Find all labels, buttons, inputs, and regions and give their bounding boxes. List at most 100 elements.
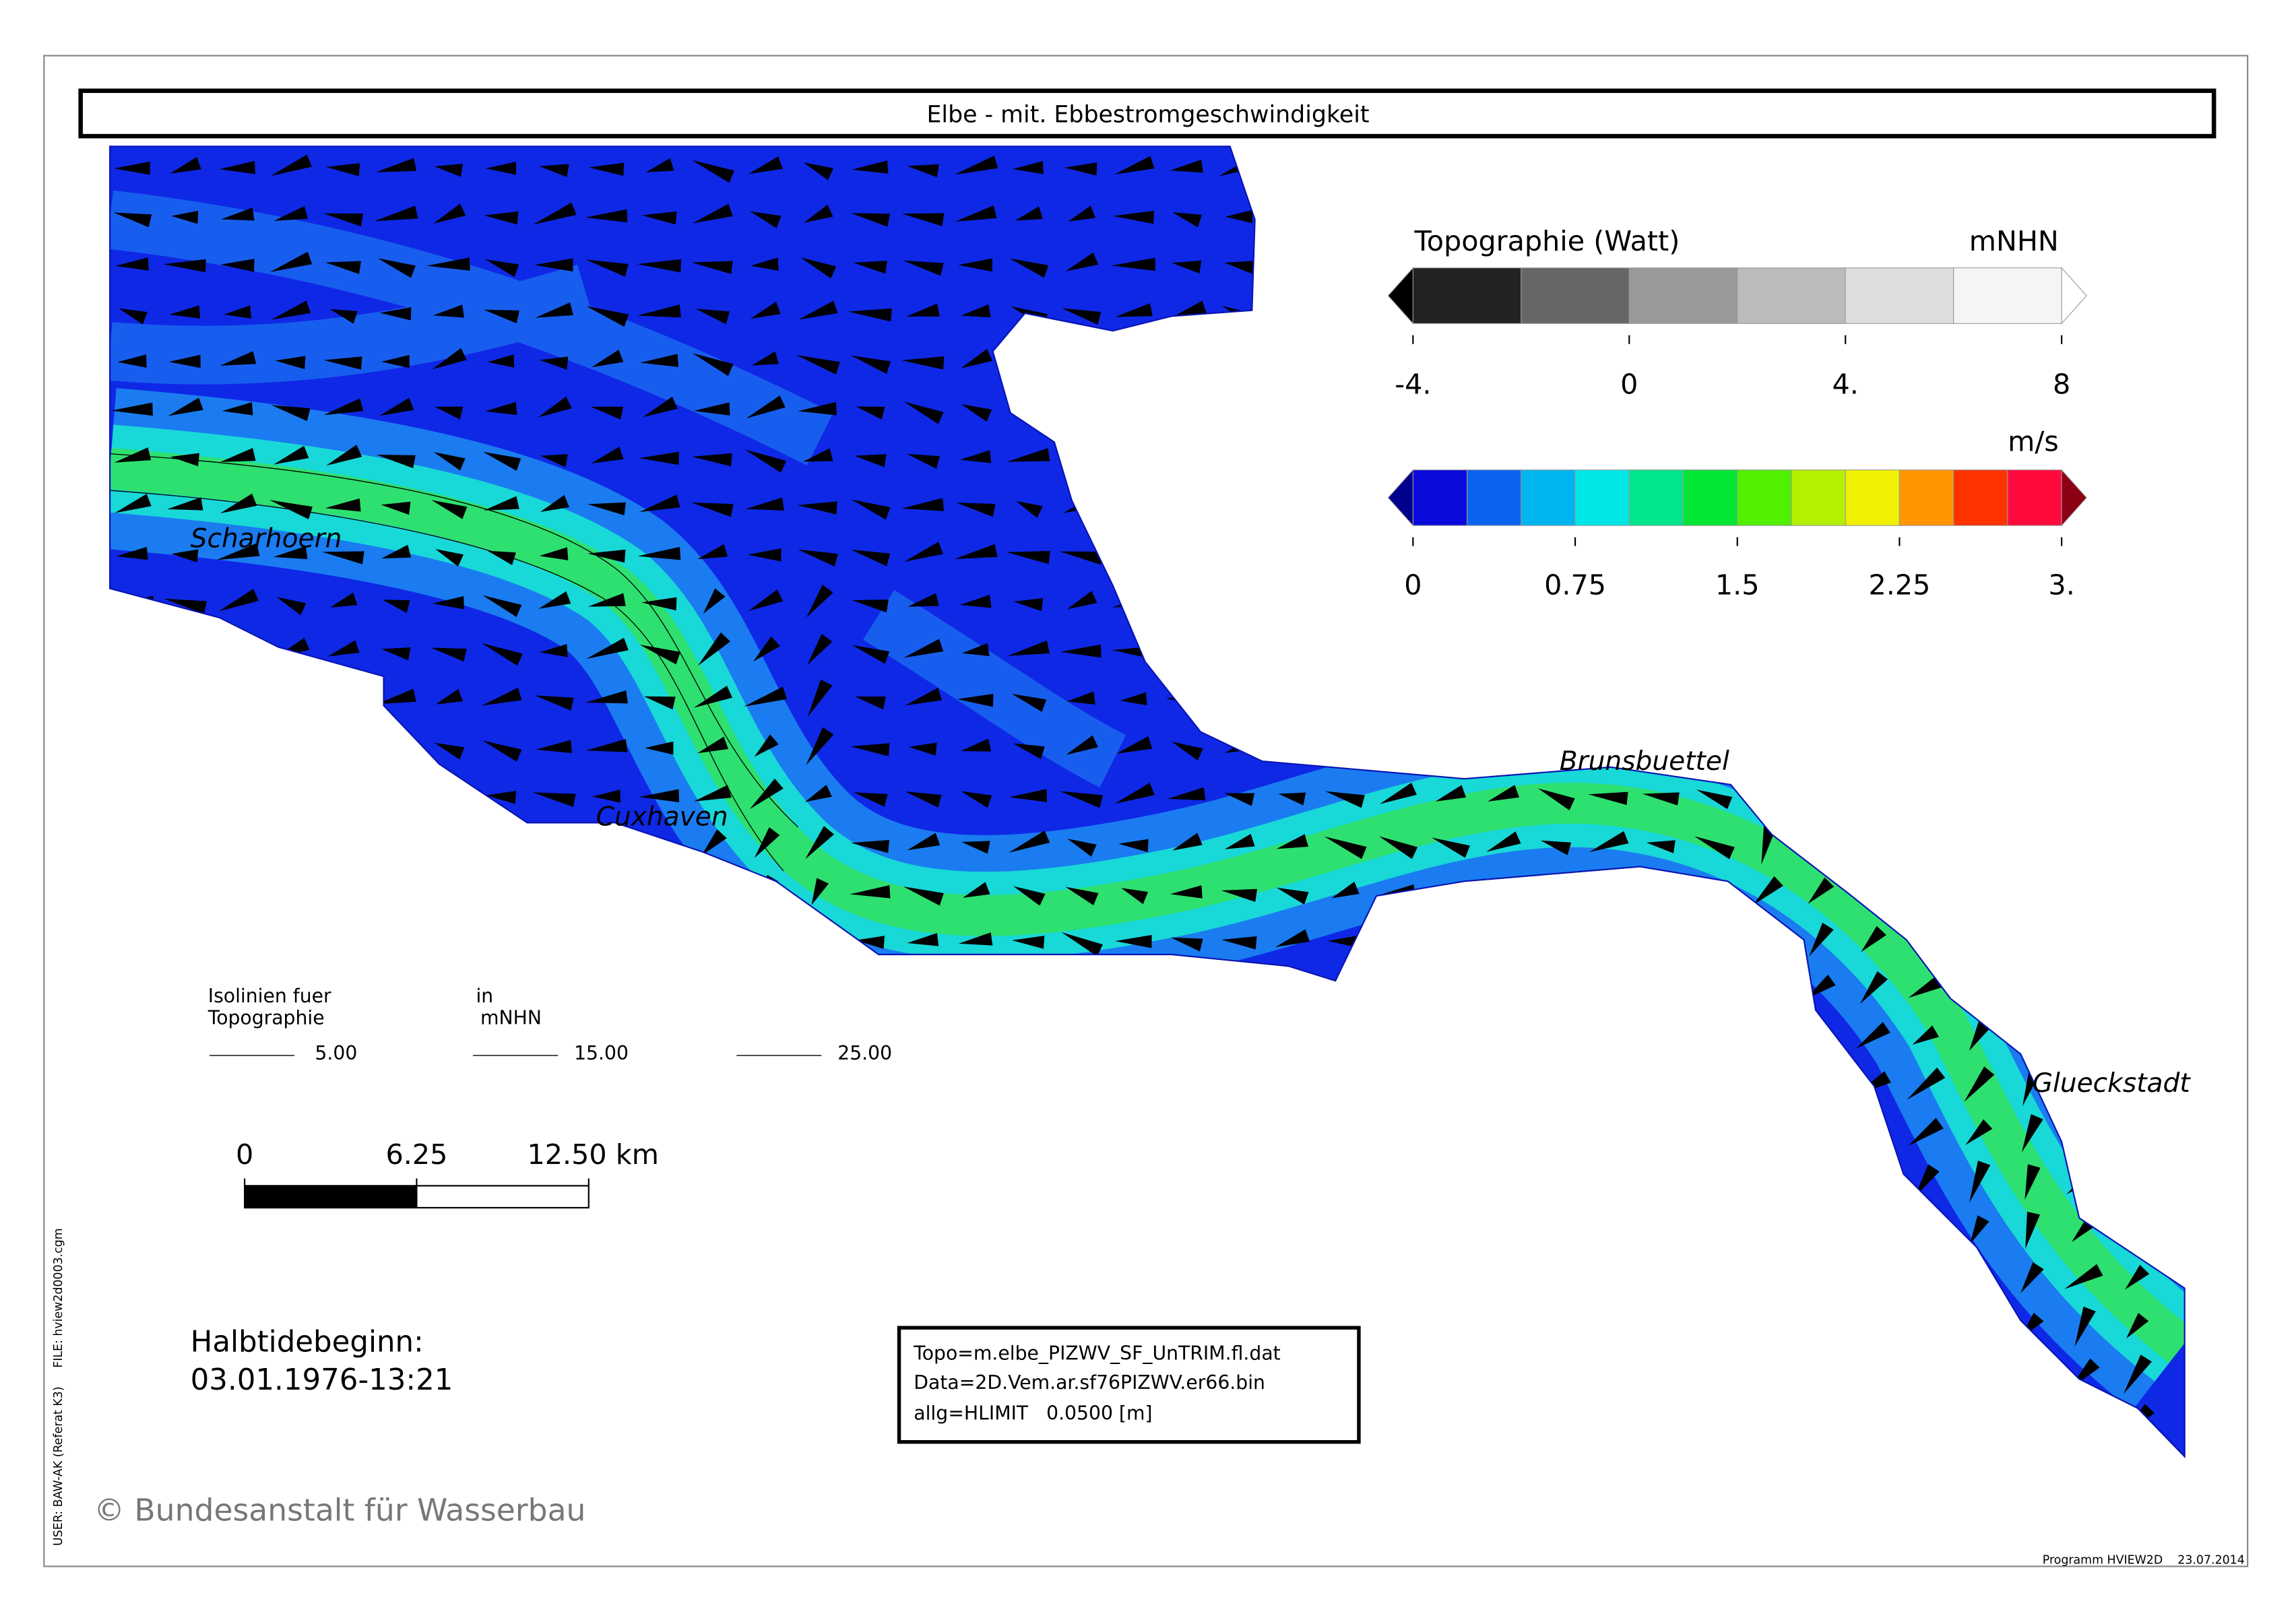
flow-arrow (800, 257, 837, 279)
flow-arrow (749, 1410, 783, 1433)
flow-arrow (1691, 1369, 1735, 1383)
flow-arrow (1760, 1312, 1778, 1341)
flow-arrow (751, 257, 779, 271)
flow-arrow (1643, 1416, 1679, 1429)
flow-arrow (1541, 1320, 1570, 1333)
flow-arrow (702, 1166, 727, 1196)
flow-arrow (1060, 1073, 1103, 1093)
flow-arrow (1813, 829, 1830, 859)
flow-arrow (219, 789, 255, 804)
flow-arrow (587, 1416, 628, 1439)
flow-arrow (166, 932, 204, 946)
flow-arrow (1066, 735, 1098, 755)
flow-arrow (381, 354, 410, 368)
flow-arrow (1537, 788, 1575, 810)
flow-arrow (1859, 879, 1887, 902)
flow-arrow (1327, 688, 1364, 706)
flow-arrow (1592, 885, 1624, 899)
flow-arrow (1490, 206, 1517, 221)
flow-arrow (1967, 875, 1992, 907)
flow-arrow (483, 309, 519, 324)
flow-arrow (110, 1413, 155, 1429)
flow-arrow (699, 1075, 727, 1091)
flow-arrow (1804, 1263, 1837, 1291)
flow-arrow (539, 1270, 570, 1283)
legend-swatch (1737, 469, 1792, 526)
flow-arrow (697, 632, 731, 666)
flow-arrow (164, 835, 205, 849)
flow-arrow (1009, 789, 1048, 802)
flow-arrow (700, 876, 728, 905)
flow-arrow (1432, 354, 1468, 368)
legend-tick-label: -4. (1395, 368, 1431, 401)
flow-arrow (1007, 640, 1050, 656)
flow-arrow (117, 785, 148, 802)
flow-arrow (641, 597, 677, 611)
flow-arrow (1701, 1225, 1728, 1243)
flow-arrow (482, 595, 522, 617)
flow-arrow (1324, 1073, 1367, 1093)
flow-arrow (220, 448, 256, 462)
flow-arrow (1696, 451, 1731, 465)
flow-arrow (1384, 688, 1412, 705)
flow-arrow (1756, 150, 1782, 183)
flow-arrow (2023, 587, 2042, 616)
time-value: 03.01.1976-13:21 (191, 1363, 453, 1397)
flow-arrow (481, 1313, 523, 1337)
flow-arrow (1961, 1312, 1996, 1338)
flow-arrow (1488, 1322, 1520, 1340)
flow-arrow (1861, 637, 1886, 661)
flow-arrow (806, 1407, 833, 1437)
flow-arrow (1907, 391, 1945, 423)
flow-arrow (639, 451, 679, 465)
flow-arrow (852, 499, 891, 520)
flow-arrow (901, 213, 945, 226)
flow-arrow (1970, 1215, 1989, 1244)
flow-arrow (1111, 257, 1156, 271)
flow-arrow (114, 1035, 152, 1048)
flow-arrow (223, 1080, 252, 1094)
flow-arrow (538, 591, 571, 609)
flow-arrow (2070, 347, 2099, 371)
legend-swatch (1953, 469, 2008, 526)
flow-arrow (1700, 978, 1729, 996)
flow-arrow (850, 1369, 890, 1383)
flow-arrow (168, 354, 201, 368)
flow-arrow (1915, 926, 1938, 952)
flow-arrow (375, 158, 417, 172)
flow-arrow (171, 210, 199, 224)
flow-arrow (641, 933, 679, 955)
flow-arrow (903, 886, 944, 906)
flow-arrow (2123, 1355, 2152, 1394)
flow-arrow (1068, 205, 1096, 222)
flow-arrow (1807, 396, 1835, 418)
flow-arrow (1963, 540, 1995, 565)
flow-arrow (1172, 741, 1203, 761)
flow-arrow (961, 643, 990, 657)
flow-arrow (753, 636, 780, 662)
flow-arrow (697, 544, 728, 560)
flow-arrow (430, 1220, 467, 1236)
flow-arrow (641, 977, 680, 996)
flow-arrow (1752, 927, 1783, 950)
flow-arrow (1327, 1274, 1364, 1291)
flow-arrow (806, 727, 834, 766)
flow-arrow (855, 1225, 887, 1244)
flow-arrow (2130, 197, 2146, 235)
flow-arrow (168, 397, 203, 416)
flow-arrow (1066, 983, 1095, 996)
legend-swatch (1899, 469, 1954, 526)
flow-arrow (1646, 840, 1676, 853)
flow-arrow (1114, 543, 1155, 560)
flow-arrow (221, 207, 255, 221)
flow-arrow (1540, 1412, 1572, 1431)
flow-arrow (1430, 453, 1471, 470)
flow-arrow (750, 1266, 782, 1287)
flow-arrow (1865, 533, 1884, 574)
map-title: Elbe - mit. Ebbestromgeschwindigkeit (926, 102, 1369, 129)
flow-arrow (1912, 639, 1940, 659)
time-label: Halbtidebeginn: (191, 1326, 424, 1359)
flow-arrow (2020, 148, 2045, 187)
flow-arrow (536, 977, 573, 996)
